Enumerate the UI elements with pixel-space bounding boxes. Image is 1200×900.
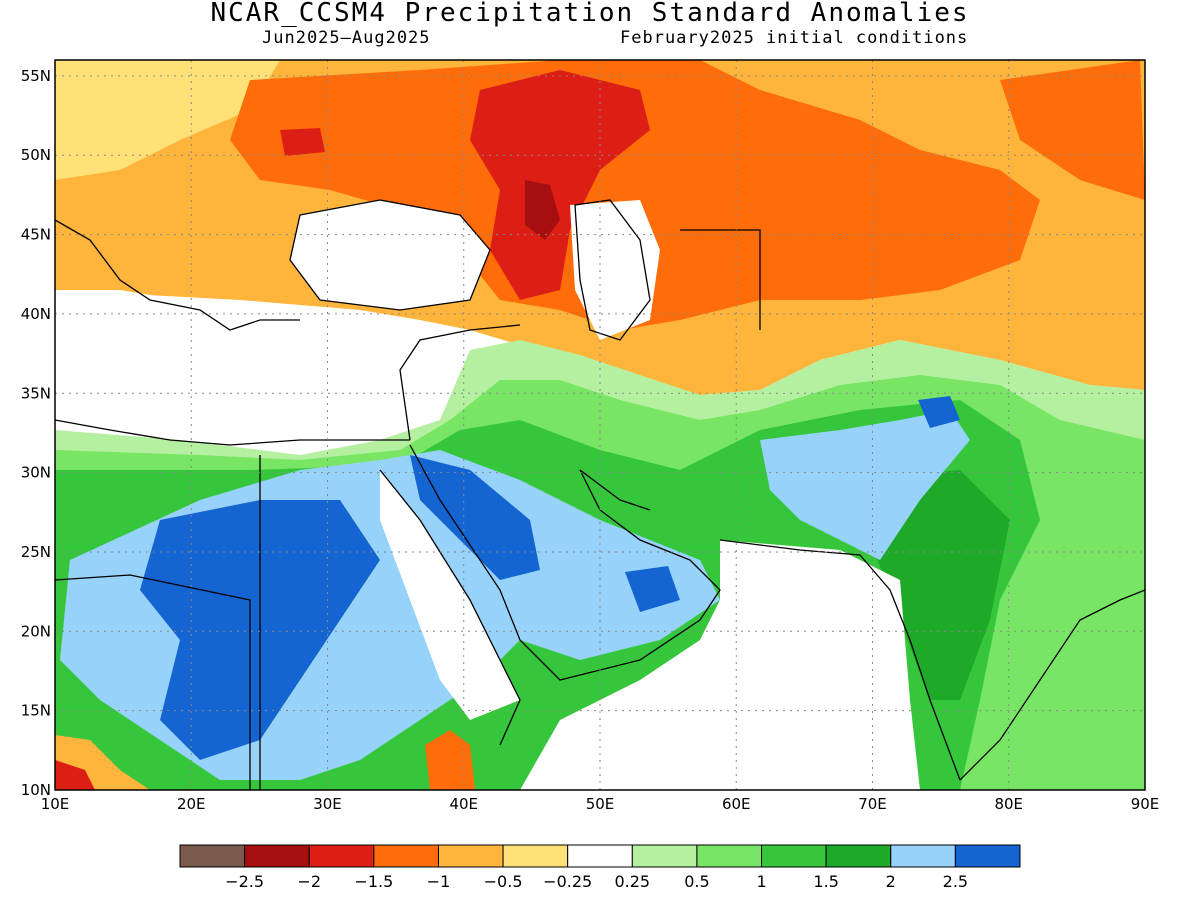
colorbar-swatch — [825, 844, 892, 868]
extreme-wet-spot-pakistan — [918, 396, 960, 428]
colorbar-label: 1.5 — [813, 872, 838, 891]
lon-tick-label: 20E — [177, 795, 206, 813]
neutral-black-sea — [290, 200, 490, 310]
grid-lines — [55, 60, 1145, 790]
colorbar-swatch — [761, 844, 827, 868]
southern-strong-dry — [55, 760, 95, 790]
very-strong-dry-region — [525, 180, 560, 240]
lat-tick-label: 20N — [21, 622, 51, 640]
neutral-arabian-sea — [520, 540, 920, 790]
colorbar-swatch — [373, 844, 439, 868]
colorbar-swatch — [567, 844, 633, 868]
colorbar-swatch — [244, 844, 310, 868]
neutral-mediterranean — [55, 290, 460, 455]
colorbar-label: −0.5 — [484, 872, 523, 891]
moderate-dry-region-east — [1000, 60, 1145, 200]
colorbar-swatch — [437, 844, 504, 868]
colorbar-label: 2 — [886, 872, 896, 891]
coastlines — [55, 199, 1145, 790]
neutral-red-sea — [380, 470, 520, 720]
lon-tick-label: 10E — [41, 795, 70, 813]
colorbar-label: −2.5 — [225, 872, 264, 891]
extreme-wet-region-arabia — [410, 455, 540, 580]
lat-tick-label: 40N — [21, 305, 51, 323]
lat-tick-label: 15N — [21, 702, 51, 720]
latitude-labels: 10N 15N 20N 25N 30N 35N 40N 45N 50N 55N — [21, 67, 51, 799]
colorbar: −2.5 −2 −1.5 −1 −0.5 −0.25 0.25 0.5 1 1.5 2 2.5 — [179, 844, 1021, 891]
colorbar-label: 2.5 — [943, 872, 968, 891]
colorbar-swatch — [696, 844, 763, 868]
colorbar-swatch — [179, 844, 246, 868]
strong-dry-spot — [280, 128, 325, 156]
colorbar-label: −1.5 — [354, 872, 393, 891]
very-wet-region-india — [760, 410, 970, 560]
strong-dry-region — [470, 70, 650, 300]
extreme-wet-spot-oman — [625, 566, 680, 612]
lat-tick-label: 50N — [21, 146, 51, 164]
lat-tick-label: 10N — [21, 781, 51, 799]
lon-tick-label: 90E — [1131, 795, 1160, 813]
initial-conditions: February2025 initial conditions — [620, 28, 969, 48]
forecast-period: Jun2025–Aug2025 — [262, 28, 431, 48]
colorbar-swatch — [890, 844, 956, 868]
lon-tick-label: 60E — [722, 795, 751, 813]
map-frame — [54, 59, 1146, 791]
map-title: NCAR_CCSM4 Precipitation Standard Anomal… — [210, 0, 970, 28]
colorbar-label: −2 — [297, 872, 321, 891]
ethiopia-dry-region — [425, 730, 475, 790]
colorbar-label: 1 — [756, 872, 766, 891]
lat-tick-label: 35N — [21, 384, 51, 402]
light-dry-region — [55, 60, 280, 180]
colorbar-swatch — [631, 844, 698, 868]
colorbar-label: −0.25 — [543, 872, 592, 891]
colorbar-label: −1 — [427, 872, 451, 891]
lon-tick-label: 70E — [858, 795, 887, 813]
lat-tick-label: 30N — [21, 464, 51, 482]
lat-tick-label: 45N — [21, 226, 51, 244]
longitude-labels: 10E 20E 30E 40E 50E 60E 70E 80E 90E — [41, 795, 1160, 813]
lat-tick-label: 25N — [21, 543, 51, 561]
colorbar-swatch — [954, 844, 1021, 868]
lon-tick-label: 50E — [586, 795, 615, 813]
colorbar-label: 0.5 — [684, 872, 709, 891]
moderate-dry-region — [230, 60, 1040, 330]
lat-tick-label: 55N — [21, 67, 51, 85]
colorbar-swatch — [308, 844, 375, 868]
lon-tick-label: 40E — [449, 795, 478, 813]
lon-tick-label: 30E — [313, 795, 342, 813]
colorbar-label: 0.25 — [614, 872, 650, 891]
lon-tick-label: 80E — [994, 795, 1023, 813]
colorbar-swatch — [502, 844, 569, 868]
